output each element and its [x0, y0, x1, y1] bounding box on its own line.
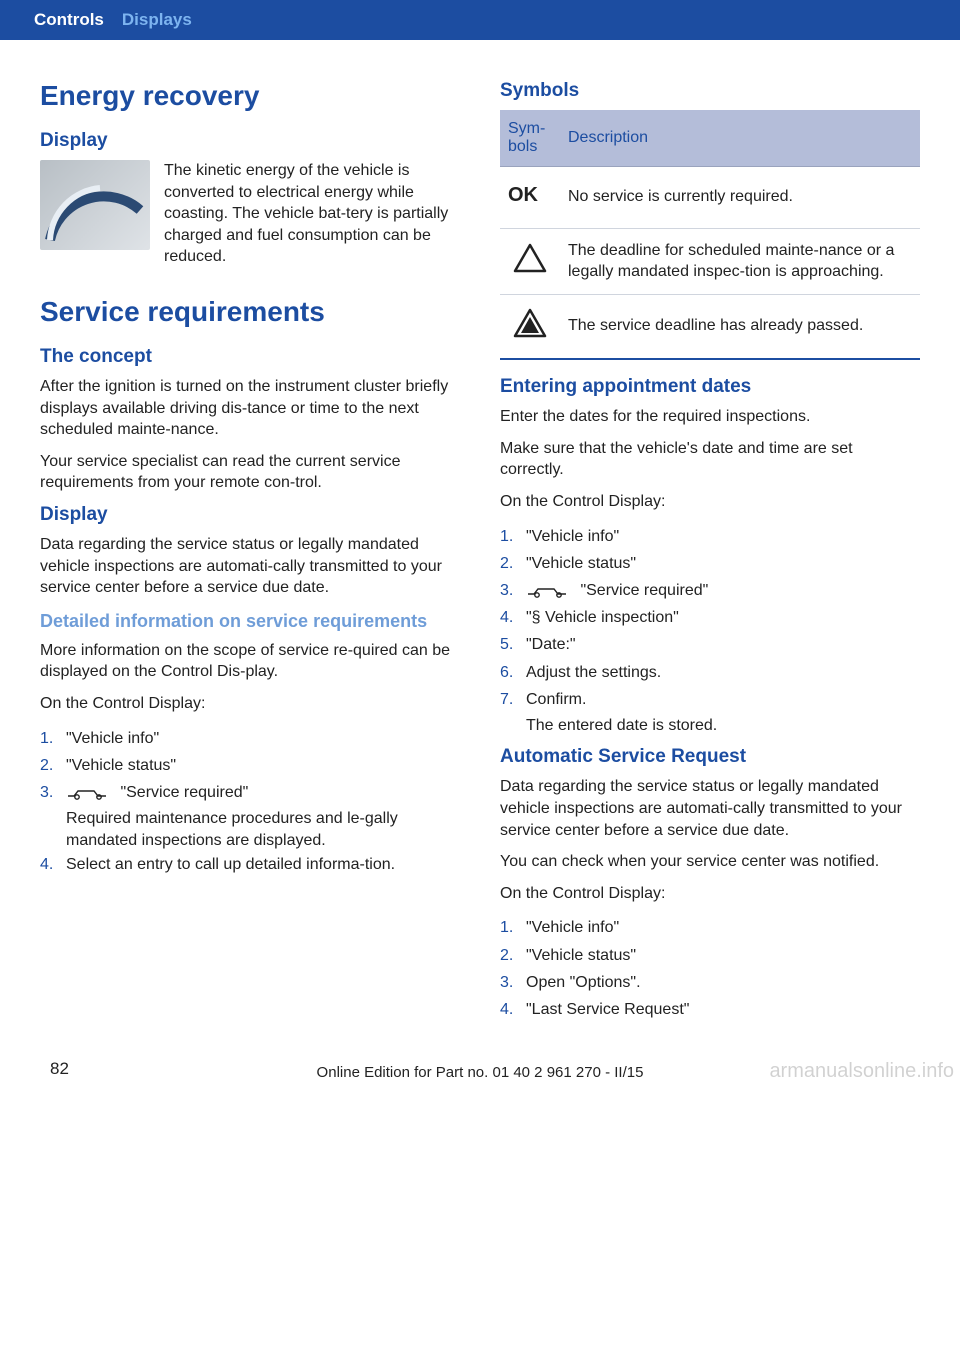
entering-p3: On the Control Display:: [500, 491, 920, 513]
list-number: 1.: [500, 523, 513, 550]
entering-p1: Enter the dates for the required inspect…: [500, 406, 920, 428]
list-text: "Service required": [66, 784, 248, 801]
list-number: 6.: [500, 659, 513, 686]
list-item: 3. "Service required": [500, 577, 920, 604]
concept-p1: After the ignition is turned on the inst…: [40, 376, 460, 441]
list-item: 4. "§ Vehicle inspection": [500, 604, 920, 631]
table-row: The deadline for scheduled mainte‐nance …: [500, 228, 920, 295]
header-tab-displays: Displays: [122, 10, 192, 30]
list-item: 2. "Vehicle status": [500, 942, 920, 969]
heading-energy-recovery: Energy recovery: [40, 80, 460, 112]
list-subtext: Required maintenance procedures and le‐g…: [66, 808, 460, 851]
right-column: Symbols Sym‐bols Description OK No servic…: [500, 80, 920, 1033]
list-text: "Last Service Request": [526, 1001, 689, 1018]
list-item: 4. Select an entry to call up detailed in…: [40, 851, 460, 878]
symbols-table: Sym‐bols Description OK No service is cur…: [500, 110, 920, 360]
subheading-symbols: Symbols: [500, 80, 920, 102]
list-item: 3. Open "Options".: [500, 969, 920, 996]
list-number: 3.: [500, 577, 513, 604]
list-text: "Vehicle info": [526, 528, 619, 545]
symbol-icon: [500, 295, 560, 359]
list-subtext: The entered date is stored.: [526, 715, 920, 737]
th-symbols: Sym‐bols: [500, 110, 560, 167]
list-text: Open "Options".: [526, 974, 641, 991]
list-text: "Vehicle status": [526, 947, 636, 964]
list-item: 7. Confirm. The entered date is stored.: [500, 686, 920, 737]
list-text: Select an entry to call up detailed info…: [66, 856, 395, 873]
subheading-detailed-info: Detailed information on service requirem…: [40, 611, 460, 632]
auto-p2: You can check when your service center w…: [500, 851, 920, 873]
page-number: 82: [50, 1059, 69, 1079]
entering-p2: Make sure that the vehicle's date and ti…: [500, 438, 920, 481]
list-number: 4.: [500, 996, 513, 1023]
auto-p3: On the Control Display:: [500, 883, 920, 905]
list-text: "§ Vehicle inspection": [526, 609, 679, 626]
list-text: "Service required": [526, 582, 708, 599]
list-item: 4. "Last Service Request": [500, 996, 920, 1023]
symbol-icon: [500, 228, 560, 295]
svg-text:OK: OK: [508, 184, 539, 206]
list-text: "Vehicle info": [66, 730, 159, 747]
energy-block: The kinetic energy of the vehicle is con…: [40, 160, 460, 278]
list-number: 7.: [500, 686, 513, 713]
energy-paragraph: The kinetic energy of the vehicle is con…: [164, 160, 460, 268]
list-text: Adjust the settings.: [526, 664, 661, 681]
list-item: 1. "Vehicle info": [500, 523, 920, 550]
symbol-icon: OK: [500, 167, 560, 229]
list-text: "Date:": [526, 636, 576, 653]
table-row: The service deadline has already passed.: [500, 295, 920, 359]
table-row: OK No service is currently required.: [500, 167, 920, 229]
subheading-concept: The concept: [40, 346, 460, 368]
list-number: 4.: [40, 851, 53, 878]
list-item: 5. "Date:": [500, 631, 920, 658]
list-text: Confirm.: [526, 691, 586, 708]
list-number: 3.: [40, 779, 53, 806]
left-column: Energy recovery Display The kinetic ener…: [40, 80, 460, 1033]
detailed-p1: More information on the scope of service…: [40, 640, 460, 683]
detailed-p2: On the Control Display:: [40, 693, 460, 715]
concept-p2: Your service specialist can read the cur…: [40, 451, 460, 494]
page-body: Energy recovery Display The kinetic ener…: [0, 40, 960, 1043]
display2-p: Data regarding the service status or leg…: [40, 534, 460, 599]
list-item: 3. "Service required" Required maintenanc…: [40, 779, 460, 851]
list-item: 1. "Vehicle info": [500, 914, 920, 941]
header-bar: Controls Displays: [0, 0, 960, 40]
list-text: "Vehicle status": [66, 757, 176, 774]
auto-p1: Data regarding the service status or leg…: [500, 776, 920, 841]
list-number: 5.: [500, 631, 513, 658]
entering-list: 1. "Vehicle info" 2. "Vehicle status" 3. "Se…: [500, 523, 920, 737]
list-text: "Vehicle info": [526, 919, 619, 936]
list-number: 3.: [500, 969, 513, 996]
symbol-description: The service deadline has already passed.: [560, 295, 920, 359]
symbol-description: The deadline for scheduled mainte‐nance …: [560, 228, 920, 295]
list-item: 6. Adjust the settings.: [500, 659, 920, 686]
list-text: "Vehicle status": [526, 555, 636, 572]
list-item: 1. "Vehicle info": [40, 725, 460, 752]
list-item: 2. "Vehicle status": [40, 752, 460, 779]
heading-service-requirements: Service requirements: [40, 296, 460, 328]
page-footer: 82 Online Edition for Part no. 01 40 2 9…: [0, 1043, 960, 1093]
subheading-entering-dates: Entering appointment dates: [500, 376, 920, 398]
list-number: 1.: [500, 914, 513, 941]
gauge-thumbnail-icon: [40, 160, 150, 250]
list-number: 4.: [500, 604, 513, 631]
watermark: armanualsonline.info: [769, 1060, 954, 1083]
list-number: 2.: [500, 550, 513, 577]
list-number: 1.: [40, 725, 53, 752]
list-number: 2.: [500, 942, 513, 969]
symbol-description: No service is currently required.: [560, 167, 920, 229]
detailed-list: 1. "Vehicle info" 2. "Vehicle status" 3. "Se…: [40, 725, 460, 879]
header-tab-controls: Controls: [34, 10, 104, 30]
th-description: Description: [560, 110, 920, 167]
auto-list: 1. "Vehicle info" 2. "Vehicle status" 3. Open…: [500, 914, 920, 1023]
list-item: 2. "Vehicle status": [500, 550, 920, 577]
subheading-display-2: Display: [40, 504, 460, 526]
subheading-display: Display: [40, 130, 460, 152]
subheading-auto-service: Automatic Service Request: [500, 746, 920, 768]
list-number: 2.: [40, 752, 53, 779]
footer-edition: Online Edition for Part no. 01 40 2 961 …: [317, 1064, 644, 1081]
